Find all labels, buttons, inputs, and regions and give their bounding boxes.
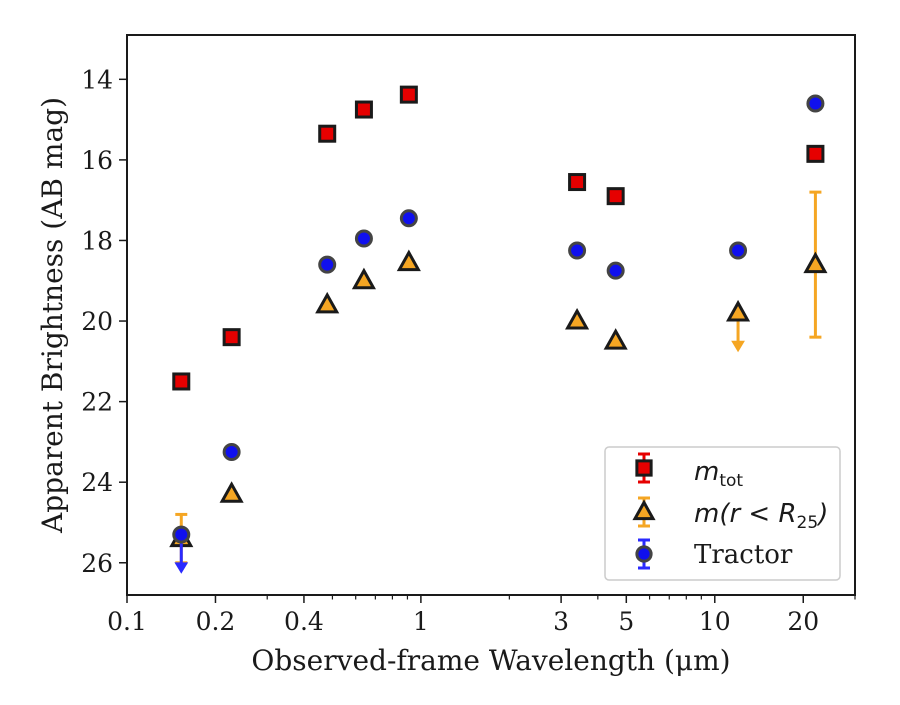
data-point-triangle xyxy=(351,267,376,290)
legend-m-r25-main: m(r < R xyxy=(694,499,797,529)
x-tick-label: 0.1 xyxy=(107,607,147,636)
data-point-circle xyxy=(729,241,748,260)
legend-m-r25-sub: 25 xyxy=(797,513,819,533)
data-point-triangle xyxy=(725,299,751,322)
data-point-square xyxy=(568,173,587,192)
y-tick-label: 16 xyxy=(81,146,113,175)
x-tick-label: 1 xyxy=(413,607,429,636)
legend-mtot-sub: tot xyxy=(719,471,743,491)
data-point-triangle xyxy=(603,328,628,350)
upper-limit-arrow-head xyxy=(731,340,745,353)
series-circle xyxy=(172,94,825,574)
data-point-square xyxy=(354,100,373,119)
x-tick-label: 10 xyxy=(699,607,731,636)
legend-marker-circle xyxy=(635,545,653,563)
data-point-circle xyxy=(172,525,191,544)
data-point-circle xyxy=(222,442,241,461)
legend-box xyxy=(604,446,841,581)
x-axis-label: Observed-frame Wavelength (μm) xyxy=(251,644,730,677)
plot-frame xyxy=(126,34,856,596)
legend-label-tractor: Tractor xyxy=(694,540,793,570)
data-point-circle xyxy=(354,229,373,248)
legend-markers xyxy=(632,452,656,570)
data-point-square xyxy=(606,187,625,206)
series-square xyxy=(172,85,825,391)
data-point-square xyxy=(806,144,825,163)
y-tick-label: 20 xyxy=(81,307,113,336)
data-point-circle xyxy=(399,209,418,228)
legend-label-m-r25: m(r < R25) xyxy=(694,499,828,533)
y-tick-label: 26 xyxy=(81,549,113,578)
legend-label-mtot: mtot xyxy=(694,457,743,491)
y-tick-label: 14 xyxy=(81,65,113,94)
data-point-circle xyxy=(606,261,625,280)
legend: mtot m(r < R25) Tractor xyxy=(604,446,841,581)
upper-limit-arrow-head xyxy=(174,562,189,574)
data-point-square xyxy=(222,328,241,347)
y-tick-label: 18 xyxy=(81,226,113,255)
data-point-triangle xyxy=(565,307,590,330)
axes-layer: 0.1 0.2 0.4 1 3 5 10 20 14 16 18 20 22 24 26 xyxy=(81,65,856,636)
x-tick-label: 0.2 xyxy=(196,607,236,636)
data-point-circle xyxy=(806,94,825,113)
data-point-triangle xyxy=(315,291,340,314)
y-tick-label: 24 xyxy=(81,468,113,497)
data-point-triangle xyxy=(803,251,828,274)
x-tick-label: 0.4 xyxy=(284,607,324,636)
marks-layer xyxy=(169,85,828,574)
data-point-circle xyxy=(318,255,337,274)
data-point-triangle xyxy=(396,249,421,272)
y-axis-label: Apparent Brightness (AB mag) xyxy=(36,97,69,534)
x-tick-label: 3 xyxy=(553,607,569,636)
y-tick-label: 22 xyxy=(81,388,113,417)
data-point-circle xyxy=(568,241,587,260)
legend-m-r25-tail: ) xyxy=(816,499,828,529)
x-tick-label: 20 xyxy=(787,607,819,636)
data-point-triangle xyxy=(219,481,244,503)
legend-marker-triangle xyxy=(632,499,656,521)
data-point-square xyxy=(399,85,418,104)
legend-marker-square xyxy=(635,459,653,477)
x-tick-label: 5 xyxy=(618,607,634,636)
legend-mtot-main: m xyxy=(694,457,719,487)
data-point-square xyxy=(318,124,337,143)
data-point-square xyxy=(172,372,191,391)
